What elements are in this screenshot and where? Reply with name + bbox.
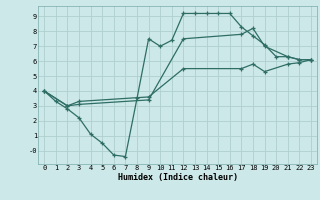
X-axis label: Humidex (Indice chaleur): Humidex (Indice chaleur) [118, 173, 238, 182]
